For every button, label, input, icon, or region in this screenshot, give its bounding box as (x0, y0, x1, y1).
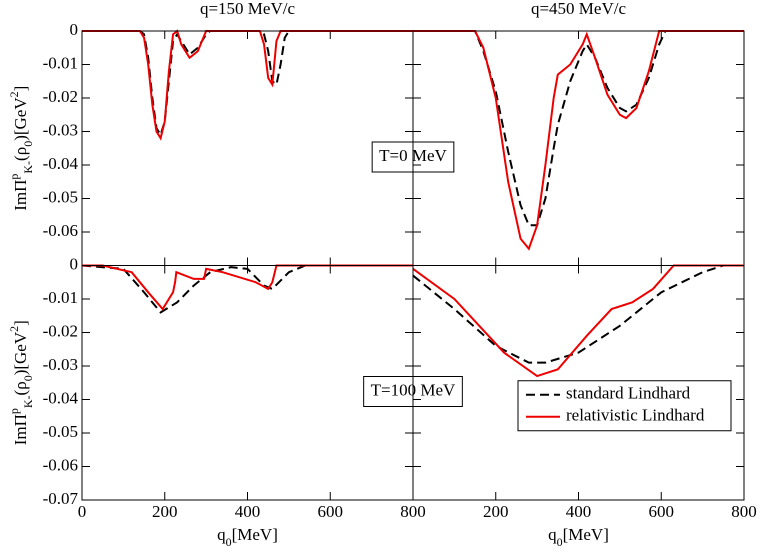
y-axis-label-part: 2 (7, 326, 21, 332)
y-tick-label: -0.03 (43, 355, 78, 374)
x-tick-label: 400 (235, 502, 261, 521)
panel: q=450 MeV/c (412, 0, 745, 266)
series-line (82, 30, 413, 138)
y-tick-label: -0.06 (43, 455, 78, 474)
y-tick-label: -0.01 (43, 288, 78, 307)
x-axis-label-part: q (217, 525, 226, 544)
x-axis-label: q0[MeV] (548, 525, 609, 548)
y-axis-label-part: 2 (7, 91, 21, 97)
x-tick-label: 800 (731, 502, 757, 521)
series-line (413, 30, 744, 251)
y-tick-label: -0.03 (43, 120, 78, 139)
x-axis-label-part: 0 (557, 535, 563, 548)
y-tick-label: -0.05 (43, 187, 78, 206)
x-axis-label-part: 0 (226, 535, 232, 548)
panel-title: q=150 MeV/c (200, 0, 295, 18)
plot-frame (81, 30, 414, 266)
series-line (412, 264, 744, 378)
y-tick-label: -0.02 (43, 87, 78, 106)
x-tick-label: 600 (649, 502, 675, 521)
series-line (412, 264, 744, 364)
x-axis-label-part: [MeV] (232, 525, 278, 544)
y-tick-label: 0 (70, 254, 79, 273)
panel: 0 -0.01 -0.02 -0.03 -0.04 -0.05 -0.06 q=150 MeV… (7, 0, 455, 266)
x-tick-label: 600 (318, 502, 344, 521)
y-axis-label-part: (ρ (11, 381, 30, 395)
series-line (82, 264, 413, 311)
x-tick-label: 400 (566, 502, 592, 521)
x-axis-label-part: q (548, 525, 557, 544)
x-tick-label: 0 (78, 502, 87, 521)
y-tick-label: -0.05 (43, 422, 78, 441)
y-tick-label: -0.06 (43, 221, 78, 240)
x-axis-label-part: [MeV] (563, 525, 609, 544)
y-tick-label: -0.04 (43, 154, 79, 173)
y-axis-label: ImΠpK-(ρ0)[GeV2] (7, 320, 35, 445)
series-line (413, 30, 744, 227)
legend-label: relativistic Lindhard (566, 406, 705, 425)
panel: 200 400 600 800 q0[MeV] standard Lindhard rela… (412, 264, 757, 549)
legend-label: standard Lindhard (566, 384, 691, 403)
panel-title: q=450 MeV/c (531, 0, 626, 18)
x-tick-label: 200 (483, 502, 509, 521)
y-tick-label: -0.02 (43, 321, 78, 340)
legend-box (517, 380, 732, 432)
y-axis-label-part: ImΠ (11, 180, 30, 211)
series-line (81, 264, 413, 314)
y-axis-label-part: p (7, 408, 21, 414)
y-axis-label-part: 0 (21, 375, 35, 381)
x-axis-label: q0[MeV] (217, 525, 278, 548)
y-axis-label-part: ] (11, 86, 30, 92)
y-axis-label-part: (ρ (11, 147, 30, 161)
y-axis-label-part: ImΠ (11, 414, 30, 445)
y-axis-label-part: )[GeV (11, 97, 30, 141)
y-axis-label-part: K- (21, 395, 35, 408)
y-tick-label: -0.04 (43, 388, 79, 407)
plot-frame (412, 265, 745, 501)
x-tick-label: 200 (152, 502, 178, 521)
y-axis-label-part: K- (21, 161, 35, 174)
y-axis-label-part: p (7, 174, 21, 180)
plot-frame (412, 30, 745, 266)
y-axis-label-part: 0 (21, 141, 35, 147)
panel: 0 200 400 600 8000-0.01-0.02-0.03-0.04-0.05-… (7, 254, 463, 549)
y-tick-label: 0 (70, 20, 79, 39)
y-axis-label: ImΠpK-(ρ0)[GeV2] (7, 86, 35, 211)
y-tick-label: -0.01 (43, 53, 78, 72)
y-axis-label-part: )[GeV (11, 331, 30, 375)
y-axis-label-part: ] (11, 320, 30, 326)
x-tick-label: 800 (400, 502, 426, 521)
y-tick-label: -0.07 (43, 489, 79, 508)
series-line (82, 29, 413, 141)
